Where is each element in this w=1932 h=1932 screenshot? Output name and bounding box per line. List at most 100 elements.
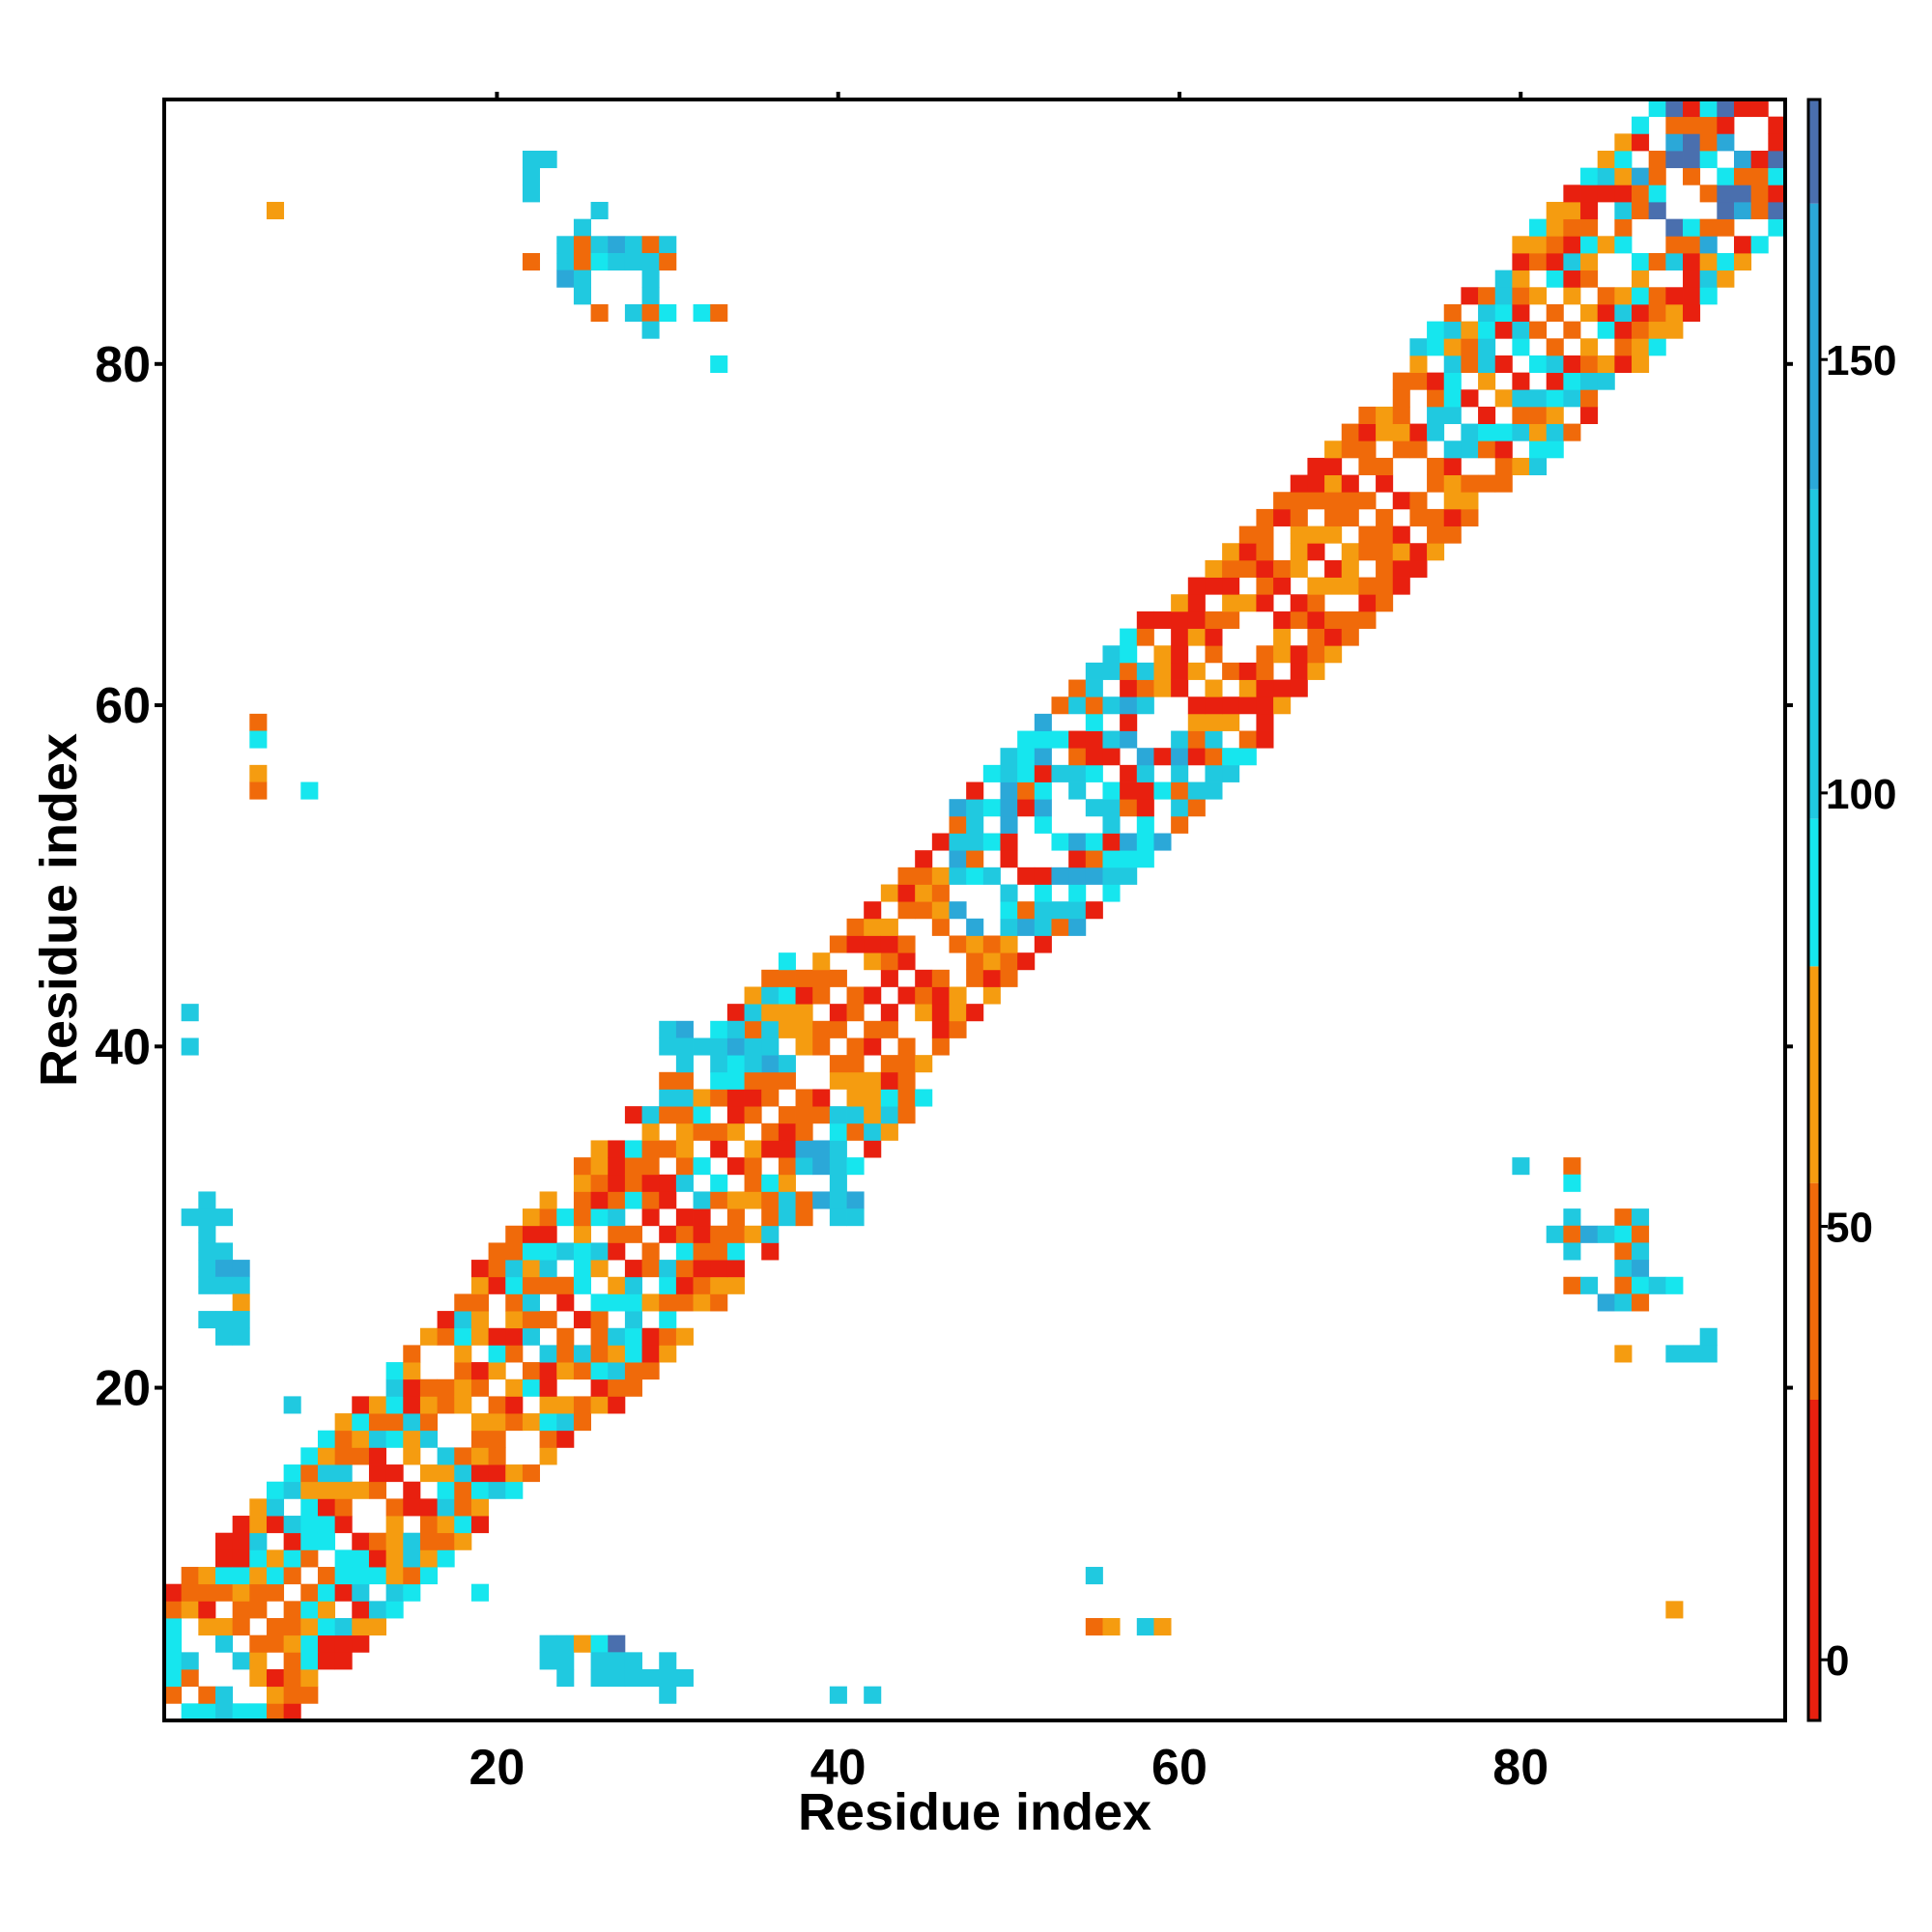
heatmap-cell xyxy=(1461,321,1479,339)
heatmap-cell xyxy=(608,1669,626,1688)
heatmap-cell xyxy=(573,1157,591,1176)
heatmap-cell xyxy=(1136,1618,1154,1636)
heatmap-cell xyxy=(1750,185,1769,203)
heatmap-cell xyxy=(334,1652,353,1670)
heatmap-cell xyxy=(385,1516,404,1534)
heatmap-cell xyxy=(880,1004,898,1022)
heatmap-cell xyxy=(1648,321,1666,339)
heatmap-cell xyxy=(1051,764,1069,782)
heatmap-cell xyxy=(1665,1345,1684,1363)
heatmap-cell xyxy=(659,1140,677,1158)
heatmap-cell xyxy=(1699,252,1718,271)
heatmap-cell xyxy=(403,1430,421,1448)
heatmap-cell xyxy=(1443,389,1462,408)
heatmap-cell xyxy=(1580,185,1599,203)
heatmap-cell xyxy=(1222,713,1240,731)
heatmap-cell xyxy=(403,1345,421,1363)
heatmap-cell xyxy=(1000,781,1018,800)
heatmap-cell xyxy=(1034,815,1052,834)
heatmap-cell xyxy=(1632,1293,1650,1312)
heatmap-cell xyxy=(778,1174,796,1192)
heatmap-cell xyxy=(641,270,660,288)
heatmap-cell xyxy=(470,1464,489,1483)
heatmap-cell xyxy=(470,1413,489,1432)
heatmap-cell xyxy=(1085,679,1103,697)
heatmap-cell xyxy=(1750,236,1769,254)
heatmap-cell xyxy=(710,1140,728,1158)
heatmap-cell xyxy=(300,1464,319,1483)
heatmap-cell xyxy=(249,1583,268,1602)
heatmap-cell xyxy=(864,935,882,953)
heatmap-cell xyxy=(1000,935,1018,953)
heatmap-cell xyxy=(624,1327,642,1346)
heatmap-cell xyxy=(1120,833,1138,851)
heatmap-cell xyxy=(1546,372,1564,390)
heatmap-cell xyxy=(1648,201,1666,220)
heatmap-cell xyxy=(249,1549,268,1568)
heatmap-cell xyxy=(1290,679,1308,697)
heatmap-cell xyxy=(1120,679,1138,697)
heatmap-cell xyxy=(437,1516,455,1534)
heatmap-cell xyxy=(283,1703,301,1721)
heatmap-cell xyxy=(1614,1345,1633,1363)
heatmap-cell xyxy=(812,1089,831,1107)
heatmap-cell xyxy=(1085,867,1103,885)
heatmap-cell xyxy=(1546,236,1564,254)
heatmap-cell xyxy=(181,1037,199,1056)
heatmap-cell xyxy=(1717,201,1735,220)
heatmap-cell xyxy=(1580,355,1599,374)
heatmap-cell xyxy=(1205,696,1223,715)
heatmap-cell xyxy=(300,1686,319,1704)
heatmap-cell xyxy=(181,1583,199,1602)
heatmap-cell xyxy=(1256,662,1274,680)
heatmap-cell xyxy=(966,952,984,971)
heatmap-cell xyxy=(812,986,831,1005)
heatmap-cell xyxy=(1085,764,1103,782)
heatmap-cell xyxy=(368,1532,387,1550)
heatmap-cell xyxy=(1563,1208,1581,1227)
heatmap-cell xyxy=(812,1140,831,1158)
heatmap-cell xyxy=(1443,355,1462,374)
heatmap-cell xyxy=(931,901,950,920)
heatmap-cell xyxy=(1324,559,1343,578)
heatmap-cell xyxy=(829,1191,847,1209)
heatmap-cell xyxy=(1341,559,1359,578)
heatmap-cell xyxy=(1085,748,1103,766)
heatmap-cell xyxy=(1034,730,1052,749)
heatmap-cell xyxy=(744,1020,762,1038)
heatmap-cell xyxy=(726,1225,745,1243)
heatmap-cell xyxy=(419,1327,439,1346)
heatmap-cell xyxy=(659,1669,677,1688)
heatmap-cell xyxy=(659,1345,677,1363)
heatmap-cell xyxy=(829,1208,847,1227)
heatmap-cell xyxy=(1034,781,1052,800)
heatmap-cell xyxy=(761,1140,780,1158)
heatmap-cell xyxy=(590,1208,609,1227)
heatmap-cell xyxy=(1034,918,1052,936)
heatmap-cell xyxy=(778,952,796,971)
heatmap-cell xyxy=(266,1516,285,1534)
heatmap-cell xyxy=(1665,252,1684,271)
heatmap-cell xyxy=(437,1498,455,1517)
heatmap-cell xyxy=(1614,201,1633,220)
heatmap-cell xyxy=(1768,133,1786,152)
heatmap-cell xyxy=(300,1516,319,1534)
heatmap-cell xyxy=(1563,270,1581,288)
heatmap-cell xyxy=(249,1516,268,1534)
heatmap-cell xyxy=(624,1157,642,1176)
heatmap-cell xyxy=(1614,1293,1633,1312)
heatmap-cell xyxy=(1648,303,1666,323)
heatmap-cell xyxy=(1632,116,1650,134)
heatmap-cell xyxy=(812,1157,831,1176)
heatmap-cell xyxy=(1529,440,1548,459)
heatmap-cell xyxy=(385,1430,404,1448)
heatmap-cell xyxy=(1478,287,1496,305)
heatmap-cell xyxy=(966,867,984,885)
heatmap-cell xyxy=(949,986,967,1005)
heatmap-cell xyxy=(573,1345,591,1363)
heatmap-cell xyxy=(1546,355,1564,374)
heatmap-cell xyxy=(470,1447,489,1465)
heatmap-cell xyxy=(1717,218,1735,237)
heatmap-cell xyxy=(1614,218,1633,237)
heatmap-cell xyxy=(608,1362,626,1380)
